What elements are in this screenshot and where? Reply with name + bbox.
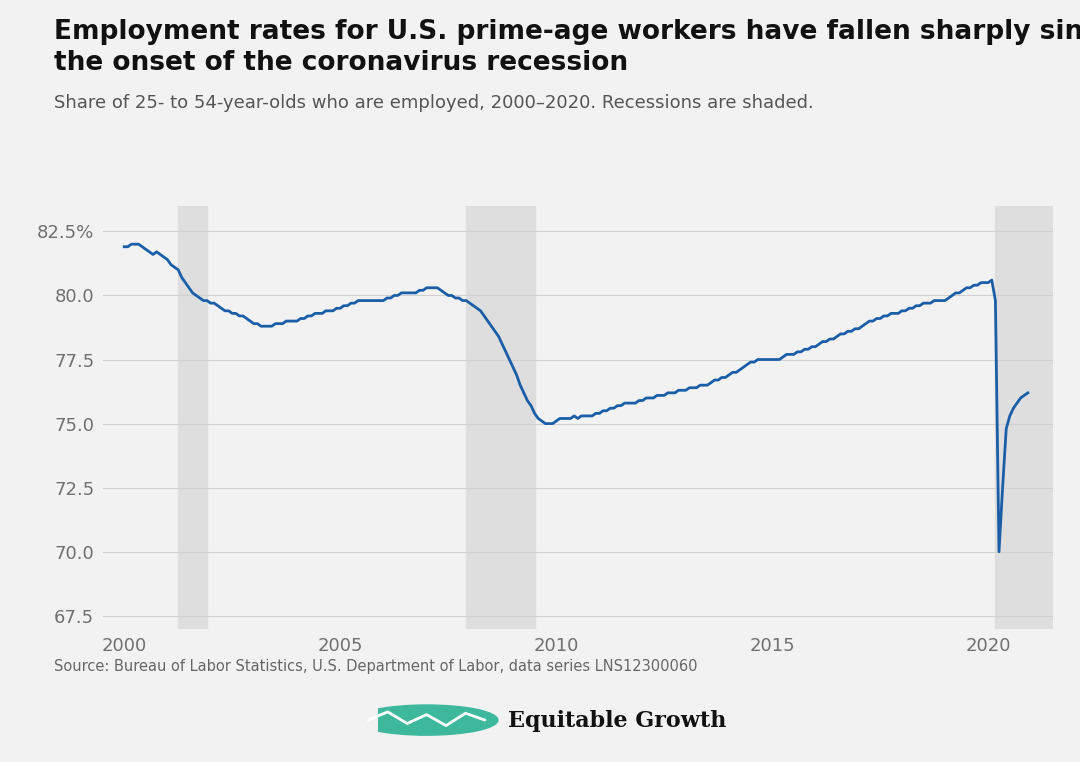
Text: Employment rates for U.S. prime-age workers have fallen sharply since: Employment rates for U.S. prime-age work…	[54, 19, 1080, 45]
Bar	[467, 206, 535, 629]
Bar	[178, 206, 207, 629]
Circle shape	[355, 705, 498, 735]
Text: Equitable Growth: Equitable Growth	[508, 710, 726, 732]
Text: Share of 25- to 54-year-olds who are employed, 2000–2020. Recessions are shaded.: Share of 25- to 54-year-olds who are emp…	[54, 94, 813, 112]
Bar	[996, 206, 1053, 629]
Text: Source: Bureau of Labor Statistics, U.S. Department of Labor, data series LNS123: Source: Bureau of Labor Statistics, U.S.…	[54, 659, 698, 674]
Text: the onset of the coronavirus recession: the onset of the coronavirus recession	[54, 50, 629, 75]
